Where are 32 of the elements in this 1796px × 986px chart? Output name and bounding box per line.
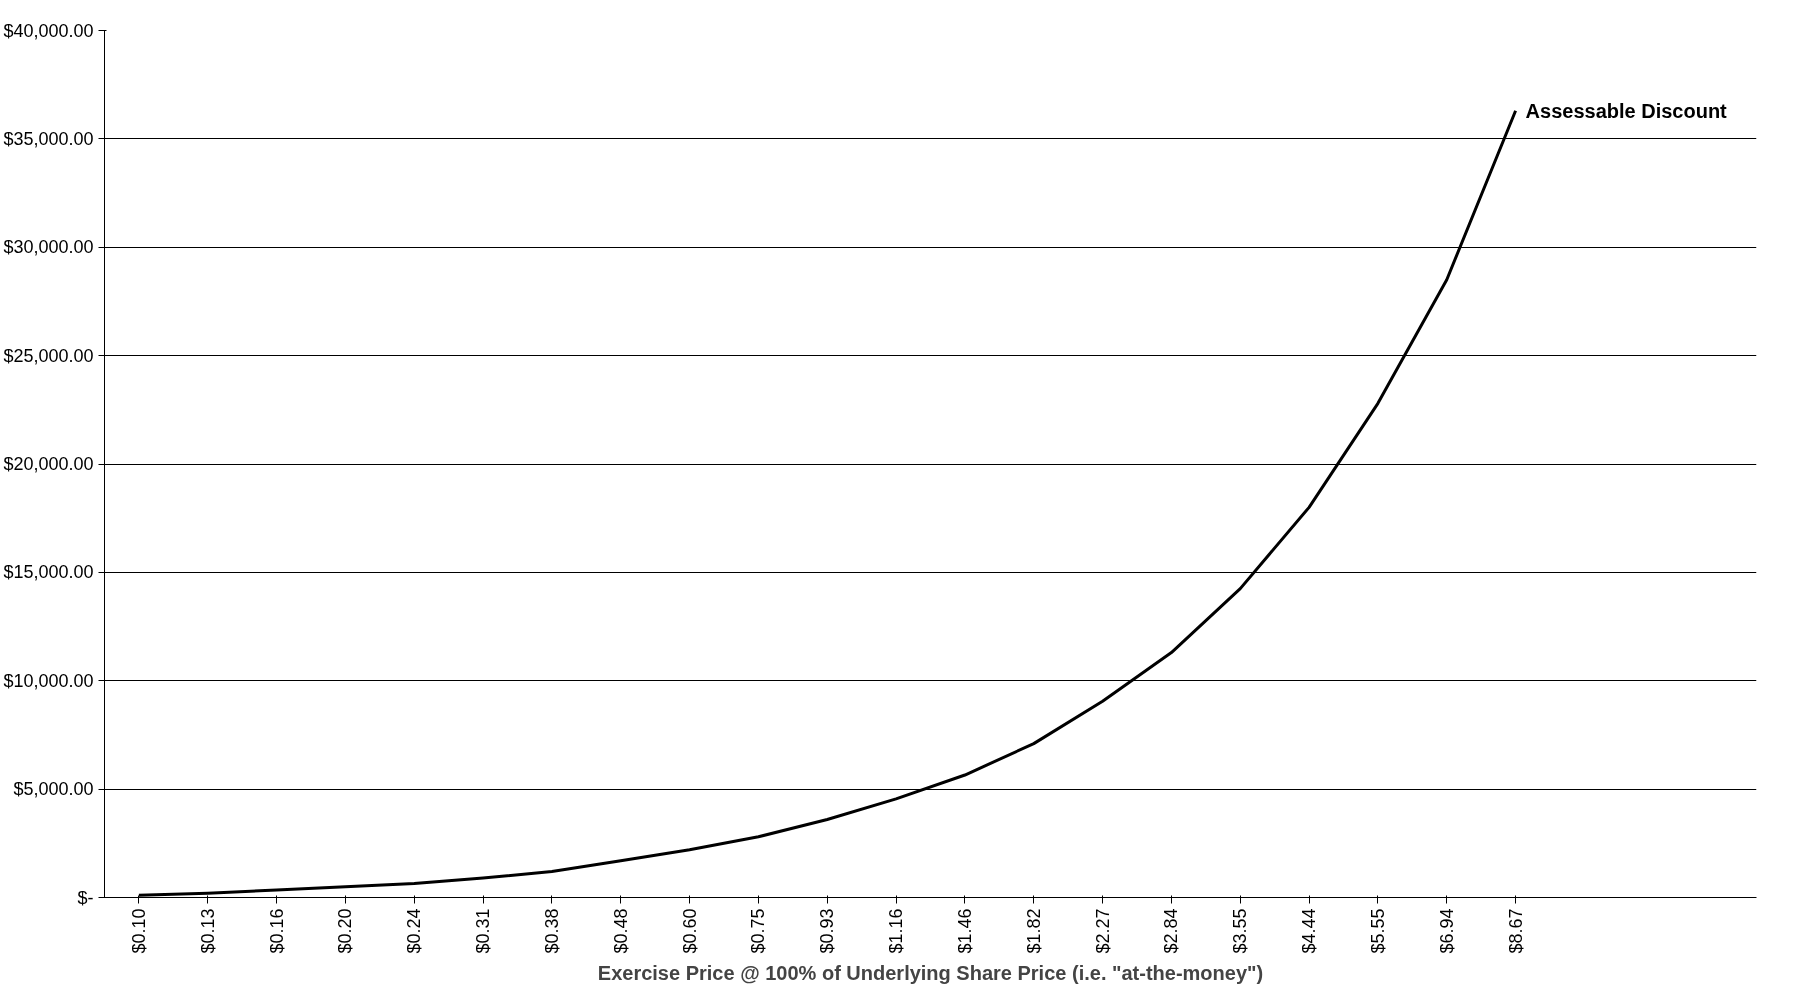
x-tick-label: $0.31	[473, 908, 494, 954]
y-tick-label: $20,000.00	[3, 454, 94, 474]
x-tick-label: $5.55	[1367, 908, 1388, 954]
x-tick-label: $2.27	[1092, 908, 1113, 954]
x-tick-label: $3.55	[1230, 908, 1251, 954]
x-tick-label: $0.20	[335, 908, 356, 954]
x-tick-label: $1.16	[886, 908, 907, 954]
y-tick-label: $35,000.00	[3, 128, 94, 149]
series-label: Assessable Discount	[1525, 99, 1728, 122]
x-tick-label: $2.84	[1161, 908, 1182, 954]
y-tick-label: $5,000.00	[13, 779, 94, 800]
x-tick-label: $0.48	[610, 908, 631, 954]
x-tick-label: $0.13	[197, 908, 218, 954]
y-tick-label: $40,000.00	[3, 20, 94, 41]
x-tick-label: $8.67	[1505, 908, 1526, 954]
x-tick-label: $1.46	[954, 908, 975, 954]
x-tick-label: $0.10	[128, 908, 149, 954]
x-tick-label: $0.75	[748, 908, 769, 954]
y-tick-label: $-	[77, 887, 94, 908]
x-tick-label: $0.60	[679, 908, 700, 954]
x-axis-title: Exercise Price @ 100% of Underlying Share Price (i.e. "at-the-money")	[597, 961, 1264, 984]
x-tick-label: $0.93	[817, 908, 838, 954]
y-tick-label: $10,000.00	[3, 670, 94, 691]
y-tick-label: $30,000.00	[3, 237, 94, 258]
y-tick-label: $15,000.00	[3, 562, 94, 583]
x-tick-label: $6.94	[1436, 908, 1457, 954]
x-tick-label: $1.82	[1023, 908, 1044, 954]
x-tick-label: $0.16	[266, 908, 287, 954]
x-tick-label: $0.38	[541, 908, 562, 954]
x-tick-label: $0.24	[404, 908, 425, 954]
y-tick-label: $25,000.00	[3, 345, 94, 366]
x-tick-label: $4.44	[1299, 908, 1320, 954]
